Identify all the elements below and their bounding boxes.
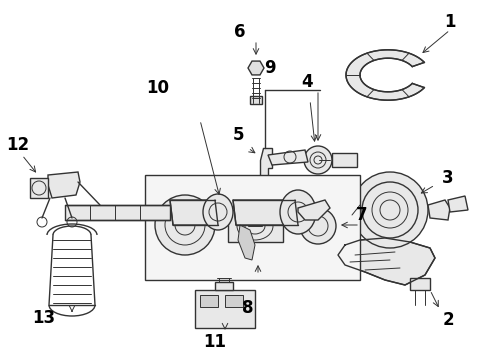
Text: 10: 10 (147, 79, 170, 97)
Circle shape (155, 195, 215, 255)
Text: 2: 2 (442, 311, 454, 329)
Bar (250, 96, 262, 104)
Polygon shape (260, 148, 272, 185)
Text: 7: 7 (356, 206, 368, 224)
Ellipse shape (280, 190, 316, 234)
Text: 4: 4 (301, 73, 313, 91)
Polygon shape (233, 200, 298, 225)
Circle shape (300, 208, 336, 244)
Text: 12: 12 (6, 136, 29, 154)
Polygon shape (448, 196, 468, 212)
Polygon shape (170, 200, 218, 225)
Bar (200, 295, 218, 307)
Ellipse shape (203, 194, 233, 230)
Bar (30, 178, 48, 198)
Text: 1: 1 (444, 13, 456, 31)
Polygon shape (338, 238, 435, 285)
Polygon shape (48, 172, 80, 198)
Polygon shape (328, 202, 355, 220)
Text: 5: 5 (232, 126, 244, 144)
Text: 3: 3 (442, 169, 454, 187)
Polygon shape (346, 50, 424, 100)
Bar (228, 210, 283, 242)
Polygon shape (65, 205, 170, 220)
Text: 13: 13 (32, 309, 55, 327)
Polygon shape (298, 200, 330, 220)
Circle shape (352, 172, 428, 248)
Polygon shape (268, 150, 308, 165)
Circle shape (304, 146, 332, 174)
Text: 11: 11 (203, 333, 226, 351)
Text: 9: 9 (264, 59, 276, 77)
Bar (195, 290, 255, 328)
Bar (225, 295, 243, 307)
Text: 6: 6 (234, 23, 246, 41)
Bar (145, 175, 360, 280)
Bar (215, 282, 233, 290)
Text: 8: 8 (242, 299, 254, 317)
Polygon shape (428, 200, 450, 220)
Bar (410, 278, 430, 290)
Bar (332, 153, 357, 167)
Polygon shape (238, 225, 255, 260)
Polygon shape (248, 61, 264, 75)
